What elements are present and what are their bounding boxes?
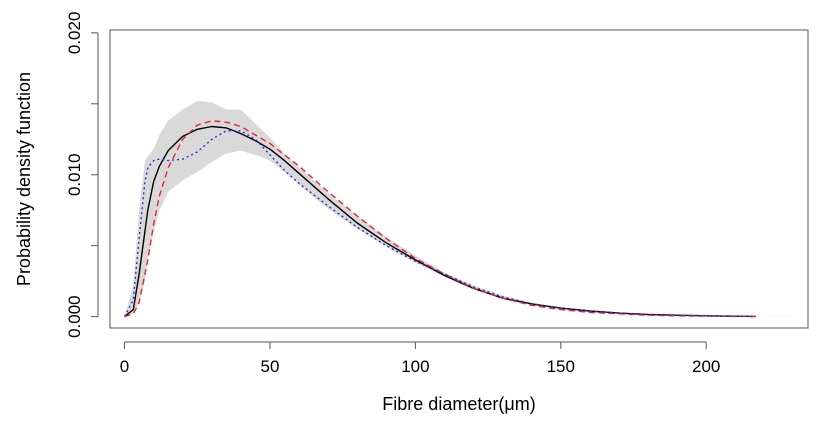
- x-tick-label: 200: [692, 357, 720, 376]
- x-axis-title: Fibre diameter(μm): [382, 394, 535, 414]
- confidence-band: [124, 101, 794, 317]
- x-tick-label: 150: [547, 357, 575, 376]
- y-tick-label: 0.020: [65, 12, 84, 55]
- series-line-2: [124, 120, 756, 318]
- series-line-3: [123, 130, 756, 318]
- x-tick-label: 50: [260, 357, 279, 376]
- y-axis-title: Probability density function: [14, 72, 34, 286]
- y-axis: 0.000 0.010 0.020: [65, 12, 99, 338]
- y-tick-label: 0.000: [65, 295, 84, 338]
- y-tick-label: 0.010: [65, 153, 84, 196]
- x-tick-label: 100: [401, 357, 429, 376]
- x-tick-label: 0: [120, 357, 129, 376]
- series-line-1: [124, 125, 756, 318]
- x-axis: 0 50 100 150 200: [120, 341, 720, 376]
- plot-frame: [109, 29, 809, 329]
- plot-layer: [123, 101, 794, 318]
